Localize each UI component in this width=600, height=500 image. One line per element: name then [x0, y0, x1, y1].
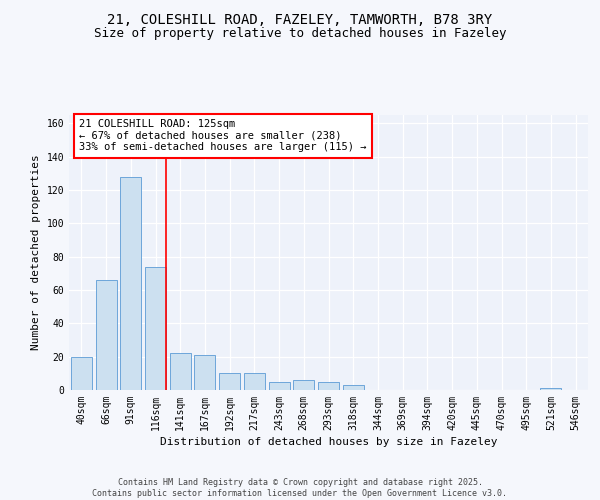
Bar	[71, 356, 92, 390]
Bar	[269, 382, 290, 390]
Y-axis label: Number of detached properties: Number of detached properties	[31, 154, 41, 350]
Bar	[95, 280, 116, 390]
Bar	[120, 176, 141, 390]
Bar	[145, 266, 166, 390]
Text: 21 COLESHILL ROAD: 125sqm
← 67% of detached houses are smaller (238)
33% of semi: 21 COLESHILL ROAD: 125sqm ← 67% of detac…	[79, 119, 367, 152]
Bar	[293, 380, 314, 390]
X-axis label: Distribution of detached houses by size in Fazeley: Distribution of detached houses by size …	[160, 437, 497, 447]
Bar	[244, 374, 265, 390]
Bar	[170, 354, 191, 390]
Bar	[194, 355, 215, 390]
Bar	[343, 385, 364, 390]
Text: 21, COLESHILL ROAD, FAZELEY, TAMWORTH, B78 3RY: 21, COLESHILL ROAD, FAZELEY, TAMWORTH, B…	[107, 12, 493, 26]
Text: Size of property relative to detached houses in Fazeley: Size of property relative to detached ho…	[94, 28, 506, 40]
Bar	[219, 374, 240, 390]
Bar	[318, 382, 339, 390]
Text: Contains HM Land Registry data © Crown copyright and database right 2025.
Contai: Contains HM Land Registry data © Crown c…	[92, 478, 508, 498]
Bar	[541, 388, 562, 390]
